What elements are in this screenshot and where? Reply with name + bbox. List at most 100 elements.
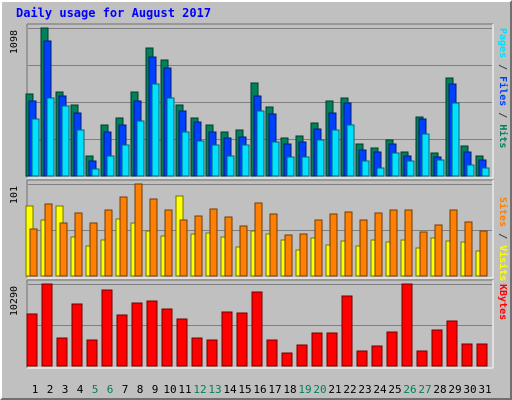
bar-pages-day-30 <box>466 164 475 177</box>
bar-sites-day-31 <box>479 230 488 277</box>
bar-sites-day-20 <box>314 219 323 277</box>
chart-title: Daily usage for August 2017 <box>16 6 212 20</box>
day-label-5: 5 <box>92 383 99 396</box>
day-label-3: 3 <box>62 383 69 396</box>
bar-kbytes-day-7 <box>116 314 128 367</box>
panel-3-max-label: 10290 <box>9 286 20 316</box>
bar-pages-day-10 <box>166 97 175 177</box>
legend-entry: Files <box>497 76 509 106</box>
bar-pages-day-29 <box>451 102 460 177</box>
bar-sites-day-14 <box>224 216 233 277</box>
bar-sites-day-23 <box>359 219 368 277</box>
bar-pages-day-13 <box>211 144 220 177</box>
day-label-18: 18 <box>283 383 296 396</box>
bar-sites-day-30 <box>464 221 473 277</box>
bar-pages-day-17 <box>271 141 280 177</box>
bar-kbytes-day-30 <box>461 343 473 367</box>
day-label-4: 4 <box>77 383 84 396</box>
day-label-6: 6 <box>107 383 114 396</box>
bar-kbytes-day-22 <box>341 295 353 367</box>
bar-kbytes-day-12 <box>191 337 203 367</box>
legend-entry: Visits <box>497 245 509 281</box>
bar-sites-day-11 <box>179 219 188 277</box>
bar-pages-day-16 <box>256 110 265 177</box>
day-label-28: 28 <box>433 383 446 396</box>
bar-sites-day-5 <box>89 222 98 277</box>
bar-kbytes-day-13 <box>206 339 218 367</box>
day-label-29: 29 <box>448 383 461 396</box>
bar-kbytes-day-10 <box>161 308 173 367</box>
panel-3-legend: KBytes <box>497 284 508 320</box>
panel-1-max-label: 1098 <box>9 30 20 54</box>
bar-pages-day-24 <box>376 167 385 177</box>
bar-sites-day-1 <box>29 228 38 277</box>
bar-pages-day-6 <box>106 155 115 177</box>
bar-kbytes-day-29 <box>446 320 458 367</box>
bar-kbytes-day-8 <box>131 302 143 367</box>
bar-kbytes-day-24 <box>371 345 383 367</box>
bar-sites-day-29 <box>449 209 458 277</box>
bar-sites-day-9 <box>149 198 158 277</box>
bar-sites-day-6 <box>104 209 113 277</box>
day-label-26: 26 <box>403 383 416 396</box>
bar-pages-day-28 <box>436 159 445 177</box>
bar-sites-day-15 <box>239 225 248 277</box>
bar-kbytes-day-14 <box>221 311 233 367</box>
bar-pages-day-4 <box>76 129 85 177</box>
day-label-30: 30 <box>463 383 476 396</box>
legend-entry: Hits <box>497 124 509 148</box>
bar-pages-day-31 <box>481 167 490 177</box>
bar-kbytes-day-18 <box>281 352 293 367</box>
legend-entry: / <box>497 227 508 245</box>
bar-kbytes-day-9 <box>146 300 158 367</box>
legend-entry: Pages <box>497 28 508 58</box>
bar-kbytes-day-15 <box>236 312 248 367</box>
bar-kbytes-day-25 <box>386 331 398 367</box>
bar-kbytes-day-19 <box>296 344 308 367</box>
day-label-10: 10 <box>163 383 176 396</box>
bar-pages-day-8 <box>136 120 145 177</box>
day-label-7: 7 <box>122 383 129 396</box>
bar-kbytes-day-16 <box>251 291 263 367</box>
bar-sites-day-27 <box>419 231 428 277</box>
bar-sites-day-7 <box>119 196 128 277</box>
day-label-19: 19 <box>298 383 311 396</box>
bar-pages-day-15 <box>241 144 250 177</box>
bar-pages-day-26 <box>406 160 415 177</box>
day-label-15: 15 <box>238 383 251 396</box>
legend-entry: KBytes <box>497 284 508 320</box>
bar-pages-day-1 <box>31 118 40 177</box>
legend-entry: / <box>497 58 508 76</box>
day-label-9: 9 <box>152 383 159 396</box>
bar-pages-day-2 <box>46 97 55 177</box>
bar-pages-day-19 <box>301 156 310 177</box>
bar-kbytes-day-5 <box>86 339 98 367</box>
day-label-16: 16 <box>253 383 266 396</box>
bar-kbytes-day-20 <box>311 332 323 367</box>
bar-sites-day-16 <box>254 202 263 277</box>
panel-2-max-label: 101 <box>9 186 20 204</box>
day-label-11: 11 <box>178 383 191 396</box>
bar-sites-day-4 <box>74 212 83 277</box>
bar-pages-day-11 <box>181 131 190 177</box>
bar-kbytes-day-4 <box>71 303 83 367</box>
bar-kbytes-day-6 <box>101 289 113 367</box>
bar-pages-day-21 <box>331 129 340 177</box>
bar-pages-day-25 <box>391 152 400 177</box>
day-label-12: 12 <box>193 383 206 396</box>
bar-sites-day-3 <box>59 222 68 277</box>
day-label-2: 2 <box>47 383 54 396</box>
bar-sites-day-18 <box>284 234 293 277</box>
day-label-1: 1 <box>32 383 39 396</box>
bar-sites-day-12 <box>194 215 203 277</box>
bar-kbytes-day-1 <box>26 313 38 367</box>
bar-sites-day-13 <box>209 208 218 277</box>
bar-kbytes-day-2 <box>41 283 53 367</box>
bar-kbytes-day-17 <box>266 339 278 367</box>
day-label-31: 31 <box>478 383 491 396</box>
bar-sites-day-25 <box>389 209 398 277</box>
bar-kbytes-day-21 <box>326 332 338 367</box>
bar-pages-day-9 <box>151 83 160 177</box>
legend-entry: Sites <box>497 197 509 227</box>
day-label-23: 23 <box>358 383 371 396</box>
